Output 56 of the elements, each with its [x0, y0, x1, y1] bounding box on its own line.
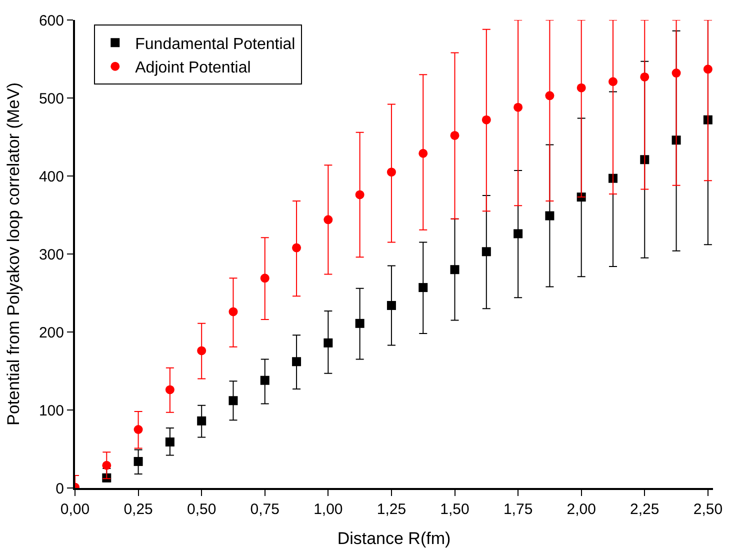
point: [134, 456, 143, 466]
y-tick-label: 600: [38, 12, 64, 30]
point: [482, 247, 491, 256]
x-axis-title: Distance R(fm): [337, 528, 451, 548]
x-tick-label: 1,50: [440, 501, 470, 518]
point: [576, 83, 586, 92]
x-tick-label: 2,25: [630, 501, 660, 518]
point: [355, 318, 364, 328]
x-tick-label: 0,50: [186, 501, 216, 518]
point: [608, 77, 618, 86]
y-tick-label: 100: [38, 402, 64, 420]
point: [355, 190, 364, 200]
point: [228, 396, 238, 406]
point: [197, 346, 206, 356]
point: [165, 385, 174, 394]
point: [197, 416, 206, 426]
point: [450, 265, 460, 274]
legend-label: Adjoint Potential: [135, 60, 251, 77]
point: [292, 243, 302, 252]
point: [703, 64, 712, 74]
point: [418, 283, 428, 292]
y-axis-title: Potential from Polyakov loop correlator (MeV): [4, 82, 24, 426]
x-tick-label: 2,50: [693, 501, 723, 518]
y-tick-label: 400: [38, 168, 64, 186]
x-tick-label: 2,00: [566, 501, 596, 518]
point: [102, 460, 112, 470]
point: [482, 115, 491, 124]
point: [545, 91, 554, 100]
y-tick-label: 0: [56, 480, 64, 498]
point: [324, 338, 333, 348]
point: [450, 130, 460, 140]
point: [324, 215, 333, 224]
point: [165, 437, 174, 446]
point: [545, 211, 554, 220]
y-tick-label: 200: [38, 324, 64, 342]
point: [514, 102, 523, 112]
x-tick-label: 0,00: [60, 501, 90, 518]
point: [386, 300, 396, 310]
legend-label: Fundamental Potential: [135, 36, 296, 53]
point: [386, 168, 396, 177]
point: [228, 307, 238, 316]
y-tick-label: 500: [38, 90, 64, 108]
y-tick-label: 300: [38, 246, 64, 264]
x-tick-label: 0,25: [124, 501, 153, 518]
point: [260, 376, 270, 385]
x-tick-label: 0,75: [250, 501, 280, 518]
point: [260, 274, 270, 283]
x-tick-label: 1,25: [376, 501, 406, 518]
point: [640, 72, 650, 82]
point: [418, 148, 428, 158]
point: [134, 425, 143, 434]
x-tick-label: 1,75: [503, 501, 533, 518]
point: [514, 229, 523, 238]
x-tick-label: 1,00: [314, 501, 343, 518]
point: [292, 357, 302, 366]
point: [672, 68, 681, 78]
